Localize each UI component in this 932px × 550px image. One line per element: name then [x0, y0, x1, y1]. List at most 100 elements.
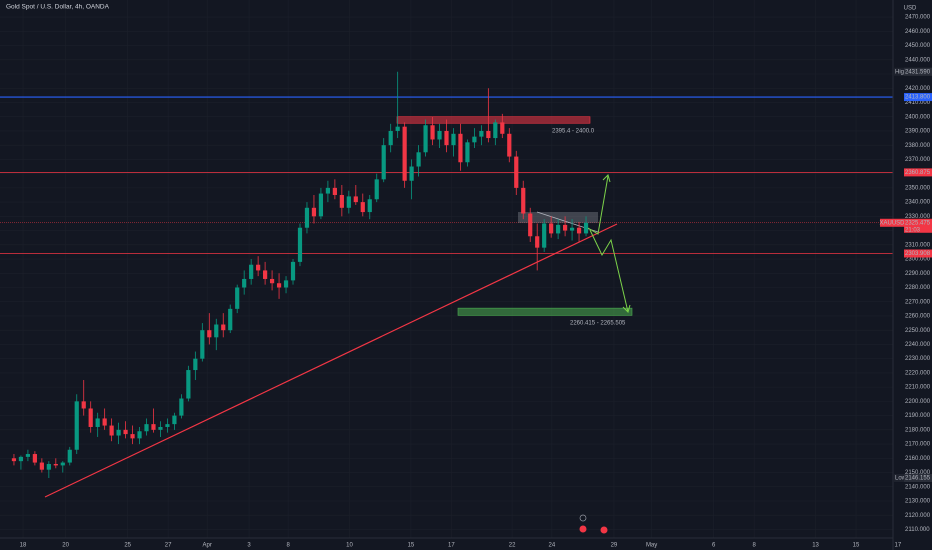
y-tick-label: 2230.000 — [905, 356, 931, 362]
x-tick-label: 13 — [812, 543, 819, 549]
candle-body — [193, 358, 198, 371]
currency[interactable]: USD — [904, 6, 917, 12]
candle-body — [535, 236, 540, 248]
arrow-down-head — [622, 304, 631, 313]
candle-body — [465, 142, 470, 163]
y-tick-label: 2370.000 — [905, 157, 931, 163]
candle-body — [318, 193, 324, 217]
event-icon[interactable] — [600, 526, 608, 534]
candle-body — [81, 401, 86, 409]
candle-body — [95, 418, 100, 427]
candle-body — [381, 145, 386, 180]
y-tick-label: 2250.000 — [905, 328, 931, 334]
x-tick-label: 15 — [853, 543, 860, 549]
candle-body — [32, 454, 37, 463]
event-icon[interactable] — [579, 525, 587, 533]
y-tick-label: 2120.000 — [905, 513, 931, 519]
candle-body — [207, 330, 212, 338]
y-tick-label: 2420.000 — [905, 86, 931, 92]
candle-body — [269, 278, 275, 284]
y-tick-label: 2260.000 — [905, 314, 931, 320]
candle-body — [430, 125, 435, 140]
candle-body — [53, 463, 58, 466]
y-tick-label: 2160.000 — [905, 456, 931, 462]
symbol-tag — [880, 218, 904, 227]
candle-body — [109, 425, 114, 436]
y-tick-label: 2130.000 — [905, 499, 931, 505]
candle-body — [402, 126, 407, 181]
event-icon[interactable] — [579, 514, 587, 522]
candle-body — [528, 213, 533, 237]
candle-body — [25, 454, 31, 457]
trend-line — [44, 223, 618, 498]
y-tick-label: 2170.000 — [905, 442, 931, 448]
candle-body — [556, 224, 561, 234]
x-tick-label: 15 — [408, 543, 415, 549]
marker-name: Low — [895, 476, 907, 482]
candle-body — [549, 223, 554, 234]
candle-body — [221, 324, 226, 331]
candle-body — [200, 330, 205, 359]
candle-body — [395, 126, 400, 131]
y-tick-label: 2310.000 — [905, 242, 931, 248]
candle-body — [102, 418, 107, 426]
candle-body — [297, 227, 303, 262]
candle-body — [256, 264, 261, 271]
zone — [457, 307, 633, 316]
candle-body — [563, 224, 568, 231]
price-line-label: 2413.800 — [905, 95, 931, 101]
candle-body — [325, 187, 330, 194]
candle-body — [235, 287, 240, 309]
countdown: 21:03 — [905, 227, 921, 233]
marker-label: 2146.155 — [905, 476, 931, 482]
candle-body — [479, 130, 484, 137]
candle-body — [493, 122, 498, 139]
candle-body — [311, 207, 317, 217]
y-tick-label: 2440.000 — [905, 57, 931, 63]
projection — [587, 174, 631, 313]
arrow-up-head — [602, 174, 611, 183]
chart-title: Gold Spot / U.S. Dollar, 4h, OANDA — [6, 4, 110, 11]
candle-body — [158, 426, 163, 430]
candle-body — [249, 264, 254, 279]
y-tick-label: 2380.000 — [905, 143, 931, 149]
zone-label: 2395.4 - 2400.0 — [552, 129, 595, 135]
candle-body — [423, 125, 428, 153]
candle-body — [409, 166, 414, 181]
y-tick-label: 2470.000 — [905, 15, 931, 21]
candle-body — [507, 133, 512, 157]
range-box — [518, 212, 598, 223]
candle-body — [569, 227, 575, 231]
candle-body — [263, 270, 268, 279]
candle-body — [123, 429, 128, 435]
marker-value-tag — [904, 474, 932, 483]
candle-body — [88, 408, 93, 427]
symbol-label: XAUUSD — [879, 220, 905, 226]
grid — [0, 0, 893, 538]
y-tick-label: 2280.000 — [905, 285, 931, 291]
last-price-tag — [904, 218, 932, 233]
candle-body — [242, 278, 247, 288]
y-tick-label: 2290.000 — [905, 271, 931, 277]
candle-body — [172, 415, 177, 425]
candle-body — [179, 398, 184, 416]
candle-body — [444, 130, 449, 146]
y-tick-label: 2450.000 — [905, 43, 931, 49]
arrow-down — [589, 229, 629, 313]
y-tick-label: 2150.000 — [905, 470, 931, 476]
x-tick-label: 8 — [286, 543, 290, 549]
candle-body — [46, 463, 51, 470]
candle-body — [521, 187, 526, 214]
axis-labels: 2110.000 2120.000 2130.000 2140.000 2150.000… — [20, 15, 932, 549]
candle-body — [228, 308, 233, 331]
candle-body — [437, 130, 442, 140]
x-tick-label: 8 — [752, 543, 756, 549]
candle-body — [486, 130, 491, 139]
candle-body — [165, 424, 170, 427]
candle-body — [116, 429, 121, 436]
x-tick-label: Apr — [203, 543, 212, 549]
candle-body — [339, 194, 344, 208]
